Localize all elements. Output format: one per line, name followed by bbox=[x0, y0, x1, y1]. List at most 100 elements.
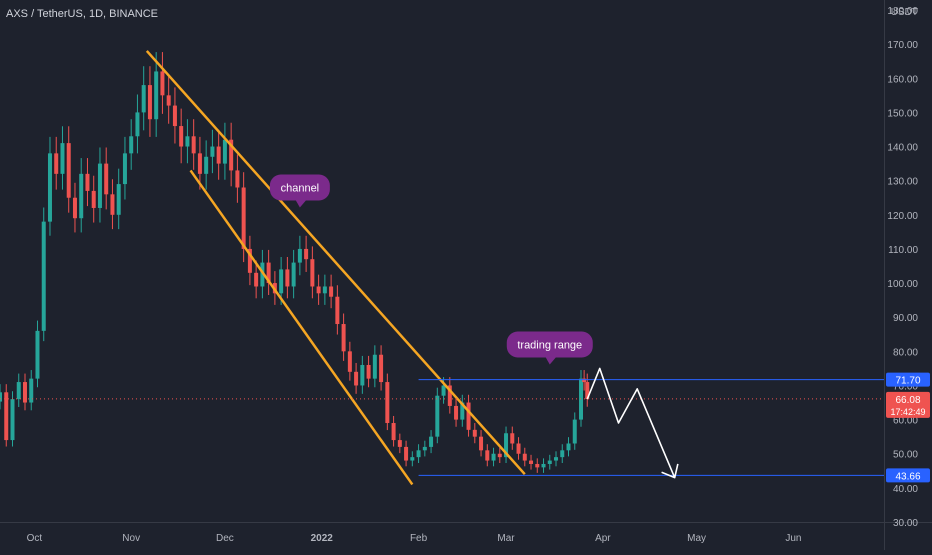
y-axis-unit: USDT bbox=[891, 7, 918, 18]
candle-body bbox=[185, 136, 189, 146]
candle-body bbox=[454, 406, 458, 420]
candle-body bbox=[85, 174, 89, 191]
y-tick-label: 150.00 bbox=[887, 108, 918, 119]
candle-body bbox=[123, 153, 127, 184]
x-tick-label: Dec bbox=[216, 533, 234, 544]
candle-body bbox=[179, 126, 183, 146]
candle-body bbox=[342, 324, 346, 351]
candle-body bbox=[498, 454, 502, 457]
symbol-title: AXS / TetherUS, 1D, BINANCE bbox=[6, 8, 158, 20]
candle-body bbox=[473, 430, 477, 437]
x-tick-label: Jun bbox=[785, 533, 801, 544]
countdown-label: 17:42:49 bbox=[890, 407, 925, 417]
candle-body bbox=[442, 385, 446, 395]
x-tick-label: Mar bbox=[497, 533, 515, 544]
y-tick-label: 40.00 bbox=[893, 484, 918, 495]
candle-body bbox=[417, 450, 421, 457]
y-tick-label: 120.00 bbox=[887, 211, 918, 222]
candle-body bbox=[204, 157, 208, 174]
candle-body bbox=[67, 143, 71, 198]
candle-body bbox=[154, 71, 158, 119]
candle-body bbox=[510, 433, 514, 443]
candle-body bbox=[523, 454, 527, 461]
candle-body bbox=[367, 365, 371, 379]
candle-body bbox=[517, 443, 521, 453]
candle-body bbox=[429, 437, 433, 447]
y-tick-label: 110.00 bbox=[888, 245, 918, 256]
candle-body bbox=[573, 420, 577, 444]
candle-body bbox=[492, 454, 496, 461]
candle-body bbox=[0, 392, 2, 401]
candle-body bbox=[317, 286, 321, 293]
candle-body bbox=[23, 382, 27, 402]
x-tick-label: May bbox=[687, 533, 706, 544]
candle-body bbox=[129, 136, 133, 153]
x-tick-label: 2022 bbox=[311, 533, 334, 544]
candle-body bbox=[148, 85, 152, 119]
range-top-label: 71.70 bbox=[895, 376, 920, 387]
x-tick-label: Apr bbox=[595, 533, 611, 544]
candle-body bbox=[98, 164, 102, 208]
candle-body bbox=[242, 187, 246, 248]
candle-body bbox=[92, 191, 96, 208]
candle-body bbox=[423, 447, 427, 450]
candle-body bbox=[160, 71, 164, 95]
candle-body bbox=[485, 450, 489, 460]
candle-body bbox=[167, 95, 171, 105]
candle-body bbox=[560, 450, 564, 457]
y-tick-label: 140.00 bbox=[887, 143, 918, 154]
candle-body bbox=[335, 297, 339, 324]
y-tick-label: 100.00 bbox=[887, 279, 918, 290]
candle-body bbox=[73, 198, 77, 218]
candle-body bbox=[354, 372, 358, 386]
candle-body bbox=[548, 461, 552, 464]
candle-body bbox=[35, 331, 39, 379]
candle-body bbox=[79, 174, 83, 218]
candle-body bbox=[298, 249, 302, 263]
candle-body bbox=[10, 399, 14, 440]
candle-body bbox=[385, 382, 389, 423]
candle-body bbox=[567, 443, 571, 450]
candle-body bbox=[373, 355, 377, 379]
candle-body bbox=[360, 365, 364, 385]
x-tick-label: Oct bbox=[27, 533, 43, 544]
candle-body bbox=[410, 457, 414, 460]
candle-body bbox=[467, 403, 471, 430]
y-tick-label: 50.00 bbox=[893, 450, 918, 461]
candle-body bbox=[310, 259, 314, 286]
candle-body bbox=[542, 464, 546, 467]
candle-body bbox=[142, 85, 146, 112]
range-bottom-label: 43.66 bbox=[895, 471, 920, 482]
annotation-text: trading range bbox=[517, 340, 582, 352]
candle-body bbox=[535, 464, 539, 467]
candle-body bbox=[48, 153, 52, 221]
last-price-label: 66.08 bbox=[895, 395, 920, 406]
candle-body bbox=[435, 396, 439, 437]
x-tick-label: Nov bbox=[122, 533, 140, 544]
y-tick-label: 90.00 bbox=[893, 313, 918, 324]
candle-body bbox=[292, 263, 296, 287]
candle-body bbox=[554, 457, 558, 460]
candle-body bbox=[398, 440, 402, 447]
candle-body bbox=[223, 140, 227, 164]
candle-body bbox=[379, 355, 383, 382]
candle-body bbox=[529, 461, 533, 464]
candle-body bbox=[210, 147, 214, 157]
candle-body bbox=[279, 269, 283, 293]
candle-body bbox=[582, 379, 586, 382]
candle-body bbox=[392, 423, 396, 440]
candle-body bbox=[217, 147, 221, 164]
candle-body bbox=[192, 136, 196, 153]
candle-body bbox=[254, 273, 258, 287]
candle-body bbox=[110, 194, 114, 214]
candle-body bbox=[285, 269, 289, 286]
y-tick-label: 30.00 bbox=[893, 518, 918, 529]
candle-body bbox=[173, 106, 177, 126]
candle-body bbox=[579, 379, 583, 420]
y-tick-label: 130.00 bbox=[887, 177, 918, 188]
candle-body bbox=[42, 222, 46, 331]
candle-body bbox=[323, 286, 327, 293]
